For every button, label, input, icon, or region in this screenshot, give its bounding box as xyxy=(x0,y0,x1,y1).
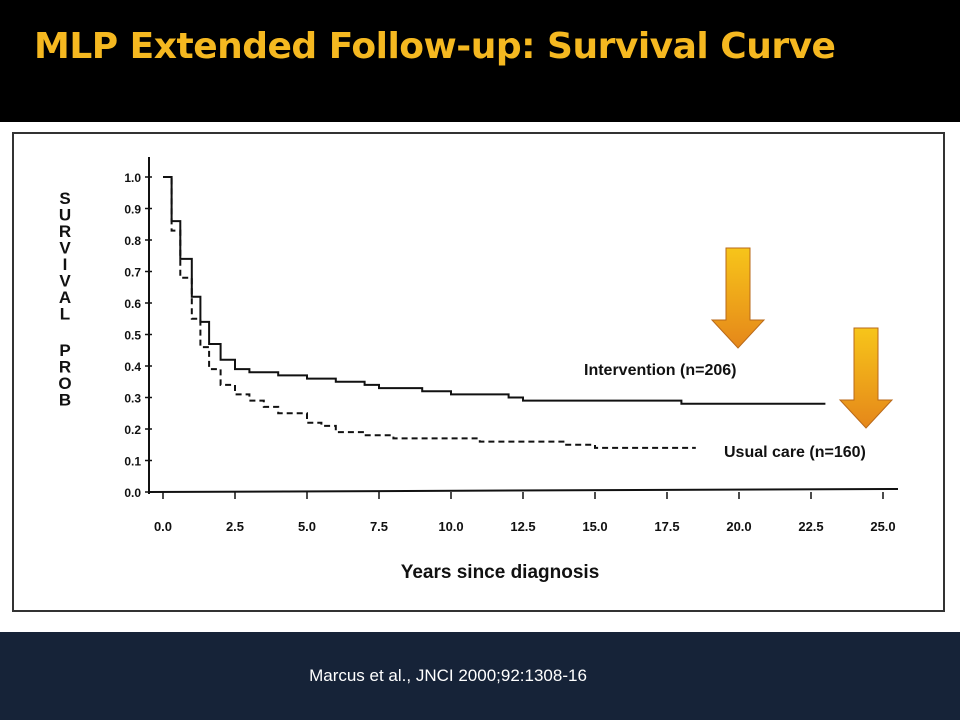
x-tick-label: 10.0 xyxy=(438,519,463,534)
y-axis-title-letter: U xyxy=(59,206,71,225)
x-tick-label: 2.5 xyxy=(226,519,244,534)
y-tick-label: 0.6 xyxy=(124,297,141,311)
x-tick-label: 25.0 xyxy=(870,519,895,534)
y-axis-title-letter: I xyxy=(63,255,68,274)
x-tick-label: 20.0 xyxy=(726,519,751,534)
x-tick-label: 15.0 xyxy=(582,519,607,534)
x-tick-label: 12.5 xyxy=(510,519,535,534)
y-tick-label: 0.7 xyxy=(124,266,141,280)
y-axis-title-letter: O xyxy=(58,374,71,393)
y-axis-title-letter: V xyxy=(59,239,71,258)
arrow-down-icon xyxy=(838,327,894,429)
survival-chart: 0.0 0.1 0.2 0.3 0.4 0.5 0.6 0.7 0.8 0.9 1.0 0.0 2.5 5… xyxy=(58,157,899,583)
y-tick-label: 0.5 xyxy=(124,329,141,343)
y-tick-label: 0.3 xyxy=(124,392,141,406)
x-tick-label: 17.5 xyxy=(654,519,679,534)
x-axis-title: Years since diagnosis xyxy=(401,562,600,583)
series-line-usual-care xyxy=(163,176,696,449)
y-tick-label: 0.9 xyxy=(124,203,141,217)
x-tick-label: 22.5 xyxy=(798,519,823,534)
footer-bar: Marcus et al., JNCI 2000;92:1308-16 xyxy=(0,632,960,720)
y-tick-label: 1.0 xyxy=(124,171,141,185)
series-line-intervention xyxy=(163,176,826,405)
y-axis-title-letter: B xyxy=(59,391,71,410)
y-tick-label: 0.4 xyxy=(124,360,141,374)
y-axis-title-letter: P xyxy=(59,341,70,360)
y-axis-title-letter: A xyxy=(59,288,71,307)
slide-title: MLP Extended Follow-up: Survival Curve xyxy=(34,26,836,67)
x-axis-line xyxy=(148,488,899,493)
figure-frame xyxy=(12,132,945,612)
y-axis-title-letter: R xyxy=(59,222,71,241)
y-tick-label: 0.8 xyxy=(124,234,141,248)
citation: Marcus et al., JNCI 2000;92:1308-16 xyxy=(309,666,587,685)
y-axis-title-letter: R xyxy=(59,358,71,377)
x-tick-label: 0.0 xyxy=(154,519,172,534)
y-axis-title-letter: S xyxy=(59,189,70,208)
y-axis-title-letter: V xyxy=(59,272,71,291)
y-axis-title-letter: L xyxy=(60,305,70,324)
series-label-usual-care: Usual care (n=160) xyxy=(724,444,866,461)
y-tick-label: 0.1 xyxy=(124,455,141,469)
series-label-intervention: Intervention (n=206) xyxy=(584,362,736,379)
y-tick-label: 0.0 xyxy=(124,486,141,500)
title-bar: MLP Extended Follow-up: Survival Curve xyxy=(0,0,960,122)
figure-panel: 0.0 0.1 0.2 0.3 0.4 0.5 0.6 0.7 0.8 0.9 1.0 0.0 2.5 5… xyxy=(0,122,960,632)
y-tick-label: 0.2 xyxy=(124,423,141,437)
x-tick-label: 7.5 xyxy=(370,519,388,534)
x-tick-label: 5.0 xyxy=(298,519,316,534)
arrow-down-icon xyxy=(710,247,766,349)
